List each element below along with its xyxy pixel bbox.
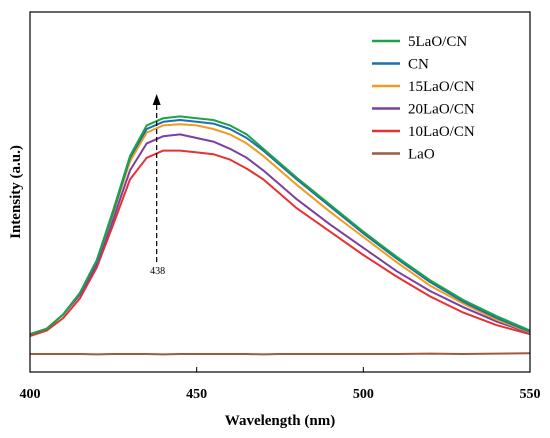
legend-label: CN	[408, 57, 429, 73]
x-tick-label: 450	[186, 387, 207, 402]
legend: 5LaO/CN CN 15LaO/CN 20LaO/CN 10LaO/CN LaO	[372, 34, 475, 163]
x-tick-label: 400	[20, 387, 41, 402]
legend-label: 5LaO/CN	[408, 34, 467, 50]
series-line-10lao-cn	[29, 149, 531, 337]
legend-label: 10LaO/CN	[408, 124, 475, 140]
x-tick-label: 550	[520, 387, 541, 402]
x-tick-label: 500	[353, 387, 374, 402]
y-axis-title: Intensity (a.u.)	[8, 145, 24, 239]
plot-lines	[29, 115, 531, 356]
peak-annotation: 438	[150, 94, 165, 277]
annotation-arrow-head	[152, 94, 161, 105]
legend-label: 20LaO/CN	[408, 102, 475, 118]
x-axis-title: Wavelength (nm)	[225, 413, 335, 429]
series-line-5lao-cn	[29, 115, 531, 336]
plot-frame	[29, 11, 531, 373]
annotation-label: 438	[150, 266, 165, 277]
series-line-20lao-cn	[29, 133, 531, 336]
legend-label: LaO	[408, 147, 435, 163]
legend-label: 15LaO/CN	[408, 79, 475, 95]
x-axis-ticks: 400 450 500 550	[20, 367, 541, 402]
series-line-lao	[30, 352, 531, 356]
